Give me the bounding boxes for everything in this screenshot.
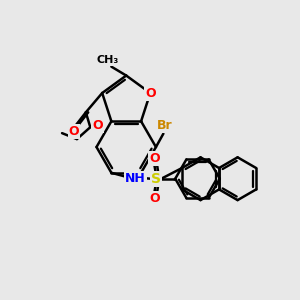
Text: O: O [69, 125, 79, 138]
Text: CH₃: CH₃ [97, 55, 119, 65]
Text: NH: NH [125, 172, 146, 185]
Text: S: S [151, 172, 161, 186]
Text: Br: Br [157, 119, 173, 132]
Text: O: O [149, 192, 160, 206]
Text: O: O [92, 119, 103, 132]
Text: O: O [149, 152, 160, 165]
Text: O: O [145, 86, 156, 100]
